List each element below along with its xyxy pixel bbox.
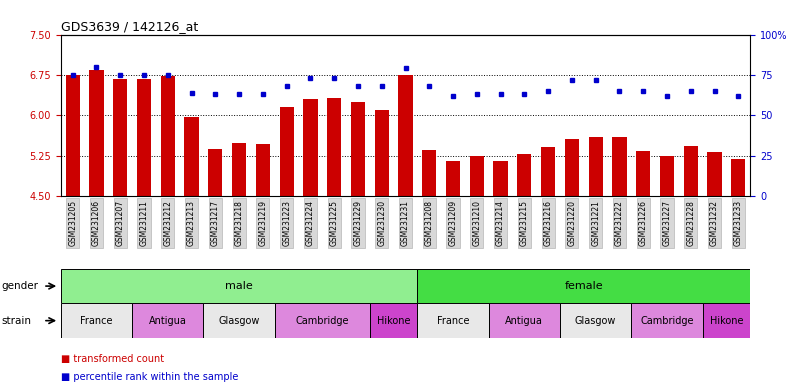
Bar [204,303,275,338]
Bar [370,303,418,338]
Text: gender: gender [2,281,39,291]
Bar [541,147,556,196]
Bar [275,303,370,338]
Bar [113,79,127,196]
Bar [61,303,132,338]
Text: Cambridge: Cambridge [640,316,693,326]
Bar [732,159,745,196]
Text: male: male [225,281,253,291]
Bar [255,144,270,196]
Text: Hikone: Hikone [377,316,410,326]
Text: France: France [437,316,470,326]
Bar [208,149,222,196]
Text: ■ transformed count: ■ transformed count [61,354,164,364]
Bar [232,143,247,196]
Bar [684,146,698,196]
Text: strain: strain [2,316,32,326]
Bar [702,303,750,338]
Bar [636,151,650,196]
Bar [446,161,460,196]
Bar [493,161,508,196]
Bar [631,303,702,338]
Bar [612,137,627,196]
Bar [418,303,489,338]
Text: Antigua: Antigua [149,316,187,326]
Bar [303,99,318,196]
Bar [89,70,104,196]
Bar [375,110,388,196]
Bar [660,156,674,196]
Bar [707,152,722,196]
Bar [327,98,341,196]
Text: Antigua: Antigua [505,316,543,326]
Bar [560,303,631,338]
Bar [351,102,365,196]
Bar [423,150,436,196]
Bar [132,303,204,338]
Bar [517,154,531,196]
Bar [161,76,175,196]
Text: Cambridge: Cambridge [295,316,349,326]
Bar [418,269,750,303]
Bar [66,75,79,196]
Bar [470,156,484,196]
Bar [589,137,603,196]
Bar [398,75,413,196]
Text: Hikone: Hikone [710,316,743,326]
Text: ■ percentile rank within the sample: ■ percentile rank within the sample [61,372,238,382]
Bar [280,107,294,196]
Bar [184,117,199,196]
Bar [137,79,151,196]
Bar [61,269,418,303]
Bar [489,303,560,338]
Text: female: female [564,281,603,291]
Bar [564,139,579,196]
Text: GDS3639 / 142126_at: GDS3639 / 142126_at [61,20,198,33]
Text: France: France [80,316,113,326]
Text: Glasgow: Glasgow [218,316,260,326]
Text: Glasgow: Glasgow [575,316,616,326]
